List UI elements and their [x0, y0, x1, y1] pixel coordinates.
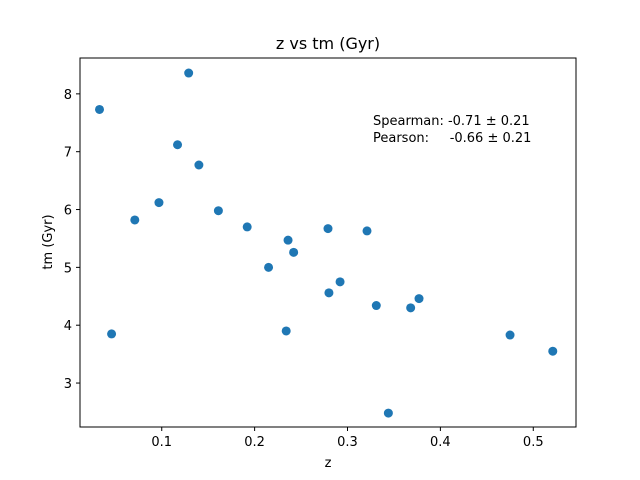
scatter-point-16	[362, 226, 372, 236]
scatter-point-17	[371, 301, 381, 311]
scatter-point-19	[406, 303, 416, 313]
scatter-point-18	[383, 408, 393, 418]
y-tick-label: 5	[64, 261, 72, 276]
scatter-point-9	[264, 262, 274, 272]
y-tick-label: 7	[64, 146, 72, 161]
y-tick-label: 4	[64, 319, 72, 334]
y-tick-label: 8	[64, 88, 72, 103]
scatter-point-4	[173, 140, 183, 150]
annotation-pearson: Pearson: -0.66 ± 0.21	[373, 131, 531, 146]
scatter-point-1	[107, 329, 117, 339]
x-tick-label: 0.5	[523, 435, 544, 450]
scatter-point-5	[184, 68, 194, 78]
scatter-point-20	[414, 294, 424, 304]
scatter-point-11	[283, 235, 293, 245]
scatter-point-13	[323, 224, 333, 234]
scatter-point-21	[505, 330, 515, 340]
x-tick-label: 0.3	[337, 435, 358, 450]
chart-title: z vs tm (Gyr)	[276, 34, 380, 53]
points-layer	[95, 68, 558, 418]
plot-frame	[79, 57, 577, 428]
scatter-point-12	[289, 247, 299, 257]
scatter-point-10	[281, 326, 291, 336]
y-tick-label: 3	[64, 377, 72, 392]
ticks-layer: 0.1 0.2 0.3 0.4 0.5 3 4 5 6 7 8	[64, 88, 544, 450]
y-axis-label: tm (Gyr)	[41, 214, 56, 269]
scatter-point-8	[242, 222, 252, 232]
scatter-point-7	[213, 206, 223, 216]
x-tick-label: 0.4	[430, 435, 451, 450]
scatter-point-2	[130, 215, 140, 225]
scatter-point-3	[154, 198, 164, 208]
scatter-point-0	[95, 104, 105, 114]
y-tick-label: 6	[64, 204, 72, 219]
annotation-spearman: Spearman: -0.71 ± 0.21	[373, 114, 530, 129]
x-tick-label: 0.2	[244, 435, 265, 450]
x-tick-label: 0.1	[151, 435, 172, 450]
x-axis-label: z	[325, 456, 332, 471]
scatter-point-14	[324, 288, 334, 298]
scatter-point-22	[548, 346, 558, 356]
scatter-point-15	[335, 277, 345, 287]
scatter-point-6	[194, 160, 204, 170]
